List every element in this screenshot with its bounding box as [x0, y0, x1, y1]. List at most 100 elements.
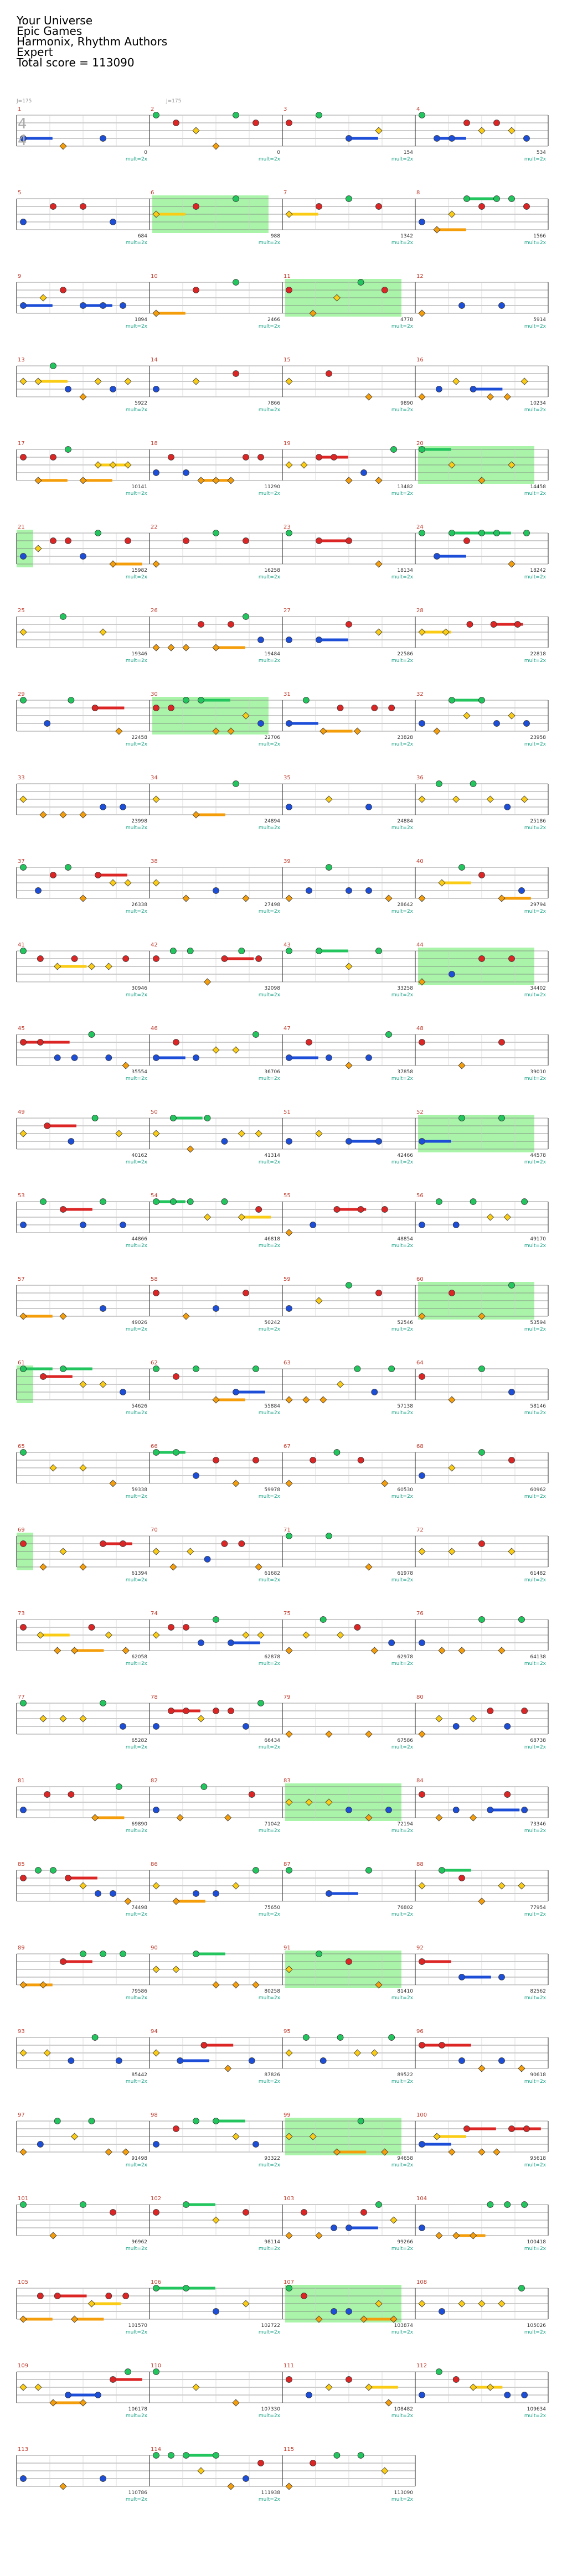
blue-note	[100, 135, 106, 142]
measure-score: 41314	[264, 1153, 280, 1158]
blue-note	[419, 219, 425, 225]
red-note	[337, 705, 344, 711]
green-note	[80, 1951, 86, 1957]
red-note	[243, 454, 249, 461]
red-note	[50, 872, 56, 878]
orange-note	[345, 477, 353, 484]
green-note	[316, 112, 322, 118]
blue-note	[54, 1054, 61, 1061]
red-note	[466, 621, 473, 628]
red-note	[173, 1373, 179, 1380]
yellow-note	[390, 2216, 398, 2224]
red-note	[508, 1457, 515, 1463]
measure-score: 27498	[264, 902, 280, 908]
measure-score: 96962	[131, 2239, 147, 2245]
yellow-note	[109, 461, 117, 469]
multiplier-label: mult=2x	[524, 909, 547, 914]
green-note	[20, 864, 27, 871]
multiplier-label: mult=2x	[524, 825, 547, 831]
green-note	[286, 1533, 292, 1539]
measure-number: 31	[284, 691, 291, 697]
blue-note	[375, 1138, 382, 1145]
yellow-note	[152, 795, 160, 803]
blue-note	[20, 135, 27, 142]
measure-number: 12	[416, 273, 424, 280]
red-note	[153, 705, 159, 711]
orange-note	[124, 1897, 132, 1905]
measure-score: 103874	[394, 2323, 414, 2329]
blue-note	[316, 637, 322, 643]
yellow-note	[302, 1631, 310, 1639]
red-note	[173, 1039, 179, 1046]
yellow-note	[315, 1297, 323, 1305]
multiplier-label: mult=2x	[259, 2497, 281, 2502]
staff-row	[16, 864, 549, 902]
orange-note	[458, 1062, 466, 1069]
red-note	[213, 1457, 219, 1463]
multiplier-label: mult=2x	[126, 1995, 148, 2001]
measure-number: 112	[416, 2363, 427, 2369]
orange-note	[518, 2065, 525, 2072]
orange-note	[152, 644, 160, 651]
multiplier-label: mult=2x	[524, 2413, 547, 2419]
green-note	[233, 279, 239, 286]
orange-note	[59, 142, 67, 150]
green-note	[316, 1951, 322, 1957]
measure-score: 154	[404, 150, 413, 156]
blue-note	[523, 135, 530, 142]
red-note	[193, 287, 199, 293]
staff-row	[16, 1031, 549, 1069]
blue-note	[95, 1890, 101, 1897]
red-note	[458, 1875, 465, 1881]
yellow-note	[242, 712, 250, 720]
multiplier-label: mult=2x	[259, 1577, 281, 1583]
measure-score: 94658	[397, 2156, 413, 2161]
multiplier-label: mult=2x	[391, 2330, 414, 2335]
measure-score: 113090	[394, 2490, 414, 2496]
yellow-note	[242, 1631, 250, 1639]
measure-number: 15	[284, 357, 291, 363]
orange-note	[59, 1312, 67, 1320]
measure-number: 107	[284, 2279, 294, 2285]
green-note	[326, 864, 332, 871]
red-note	[310, 2460, 317, 2466]
yellow-note	[59, 1715, 67, 1722]
blue-note	[153, 1807, 159, 1813]
measure-number: 33	[18, 775, 25, 781]
multiplier-label: mult=2x	[524, 1995, 547, 2001]
multiplier-label: mult=2x	[126, 1076, 148, 1082]
green-note	[346, 1282, 352, 1289]
green-note	[302, 2034, 310, 2041]
green-note	[153, 2452, 159, 2459]
blue-note	[435, 386, 442, 392]
yellow-note	[458, 2300, 466, 2308]
blue-note	[346, 135, 352, 142]
measure-number: 16	[416, 357, 424, 363]
blue-note	[449, 971, 455, 977]
measure-score: 35554	[131, 1069, 147, 1075]
measure-score: 49026	[131, 1320, 147, 1326]
orange-note	[232, 1480, 240, 1487]
blue-note	[80, 553, 86, 560]
yellow-note	[255, 1130, 262, 1137]
yellow-note	[285, 461, 293, 469]
measure-number: 91	[284, 1945, 291, 1951]
green-note	[115, 1783, 122, 1790]
green-note	[286, 530, 292, 536]
green-note	[169, 948, 177, 954]
orange-note	[79, 477, 87, 484]
multiplier-label: mult=2x	[259, 909, 281, 914]
blue-note	[286, 1138, 292, 1145]
yellow-note	[370, 2049, 378, 2057]
multiplier-label: mult=2x	[524, 1745, 547, 1750]
yellow-note	[325, 795, 333, 803]
measure-score: 105026	[527, 2323, 547, 2329]
yellow-note	[152, 1548, 160, 1555]
yellow-note	[375, 628, 383, 636]
blue-note	[419, 2225, 425, 2231]
yellow-note	[418, 628, 426, 636]
multiplier-label: mult=2x	[259, 1995, 281, 2001]
blue-note	[213, 1890, 219, 1897]
red-note	[110, 2209, 116, 2216]
